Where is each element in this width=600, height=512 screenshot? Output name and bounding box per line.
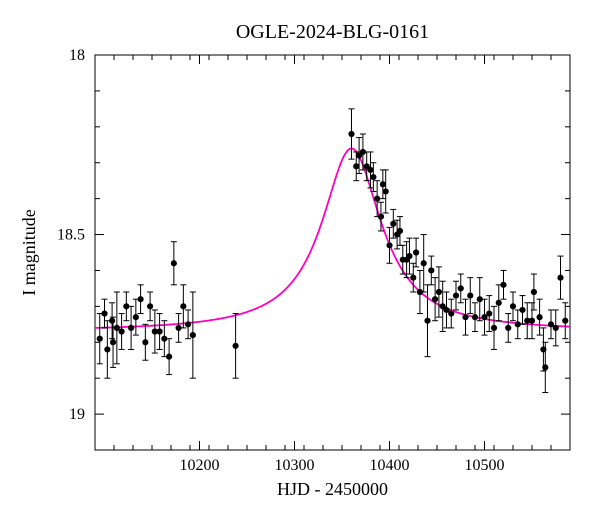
lightcurve-chart: OGLE-2024-BLG-0161 HJD - 2450000 I magni… [0,0,600,512]
svg-text:10300: 10300 [275,457,315,474]
svg-text:18.5: 18.5 [57,227,85,244]
svg-text:18: 18 [69,47,85,64]
data-points [97,131,568,370]
error-bars [97,109,569,393]
y-axis-label: I magnitude [19,209,39,295]
svg-text:10400: 10400 [370,457,410,474]
tick-labels: 10200 10300 10400 10500 18 18.5 19 [57,47,505,474]
axes-box [95,55,570,450]
x-axis-label: HJD - 2450000 [277,479,388,499]
svg-text:10500: 10500 [465,457,505,474]
axis-ticks [95,55,570,450]
svg-text:19: 19 [69,406,85,423]
chart-title: OGLE-2024-BLG-0161 [236,21,429,43]
svg-text:10200: 10200 [180,457,220,474]
